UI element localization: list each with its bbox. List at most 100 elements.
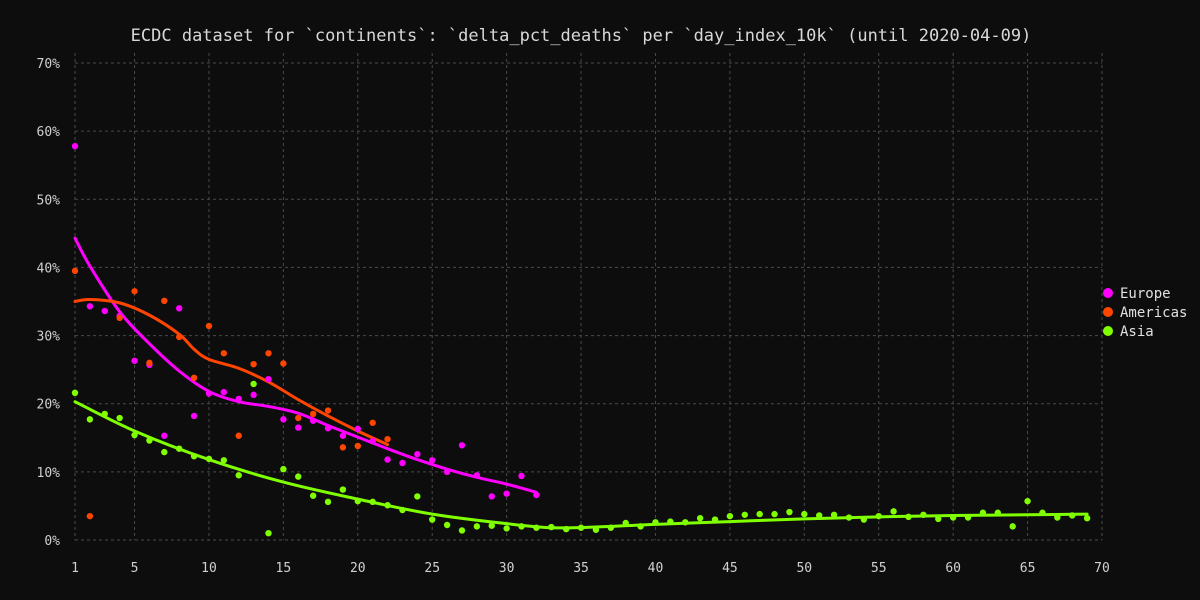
data-point-europe <box>280 416 287 423</box>
data-point-europe <box>384 456 391 463</box>
data-point-asia <box>116 414 123 422</box>
data-point-asia <box>488 522 495 529</box>
data-point-americas <box>190 374 198 382</box>
data-point-asia <box>295 473 302 480</box>
data-point-asia <box>503 525 510 532</box>
data-point-europe <box>488 493 495 500</box>
data-point-asia <box>518 523 525 530</box>
data-point-europe <box>518 472 525 480</box>
legend-marker-asia <box>1103 326 1113 336</box>
data-point-americas <box>86 512 94 520</box>
chart-title: ECDC dataset for `continents`: `delta_pc… <box>131 26 1032 46</box>
data-point-asia <box>592 526 600 533</box>
data-point-asia <box>994 509 1002 516</box>
data-point-europe <box>503 490 510 497</box>
data-point-asia <box>860 516 868 523</box>
data-point-asia <box>1069 512 1076 519</box>
trend-lines <box>73 236 1089 530</box>
y-tick-label: 50% <box>37 193 61 208</box>
data-point-europe <box>399 459 406 467</box>
data-point-americas <box>131 288 138 295</box>
legend-label-asia: Asia <box>1120 324 1154 340</box>
data-point-asia <box>562 525 570 533</box>
data-point-asia <box>801 510 808 518</box>
data-point-asia <box>652 519 659 526</box>
data-point-europe <box>190 412 198 420</box>
x-tick-label: 70 <box>1094 561 1110 576</box>
data-point-asia <box>577 524 585 531</box>
data-point-asia <box>905 513 912 521</box>
data-point-asia <box>607 524 615 531</box>
data-point-asia <box>696 514 704 522</box>
trend-line-europe <box>73 236 538 494</box>
data-point-asia <box>935 515 942 523</box>
data-point-europe <box>235 395 242 403</box>
x-tick-label: 15 <box>276 561 292 576</box>
data-point-europe <box>354 425 361 433</box>
data-point-americas <box>265 350 272 357</box>
data-point-europe <box>101 307 108 315</box>
x-tick-label: 30 <box>499 561 515 576</box>
data-point-americas <box>324 407 332 414</box>
data-point-europe <box>473 472 481 479</box>
data-point-asia <box>309 492 317 499</box>
data-point-americas <box>369 419 376 426</box>
data-point-asia <box>146 437 153 444</box>
data-point-asia <box>1039 509 1046 516</box>
y-tick-label: 60% <box>37 125 61 140</box>
data-point-asia <box>324 498 332 506</box>
y-tick-label: 10% <box>37 466 61 481</box>
data-point-asia <box>473 523 481 530</box>
data-point-americas <box>280 360 287 367</box>
data-point-europe <box>161 432 168 439</box>
y-tick-label: 30% <box>37 330 61 345</box>
data-point-asia <box>786 508 793 516</box>
x-tick-label: 25 <box>424 561 440 576</box>
data-point-americas <box>295 414 302 422</box>
data-point-americas <box>220 350 228 357</box>
data-point-europe <box>250 391 257 399</box>
x-tick-label: 35 <box>573 561 589 576</box>
x-tick-label: 65 <box>1020 561 1036 576</box>
x-tick-label: 55 <box>871 561 887 576</box>
legend-label-europe: Europe <box>1120 286 1171 302</box>
data-point-asia <box>354 497 361 505</box>
data-point-europe <box>86 303 94 310</box>
data-point-asia <box>458 527 466 534</box>
data-point-europe <box>265 375 272 383</box>
data-point-europe <box>339 432 347 439</box>
data-point-americas <box>71 267 79 275</box>
data-point-asia <box>1024 497 1031 505</box>
data-point-asia <box>771 510 778 518</box>
data-point-asia <box>637 523 644 530</box>
data-point-asia <box>131 431 138 439</box>
data-point-asia <box>711 516 719 523</box>
x-axis: 1 5 10 15 20 25 30 35 40 45 50 55 60 65 70 <box>71 561 1110 576</box>
data-point-asia <box>979 509 987 516</box>
data-point-europe <box>458 442 466 449</box>
x-tick-label: 5 <box>131 561 139 576</box>
data-point-asia <box>161 448 168 456</box>
data-point-asia <box>443 521 451 529</box>
y-tick-label: 0% <box>44 534 60 549</box>
data-point-asia <box>71 389 79 397</box>
data-point-asia <box>830 511 838 518</box>
data-point-europe <box>533 491 540 499</box>
data-point-asia <box>741 511 748 518</box>
data-point-asia <box>548 523 555 531</box>
legend-label-americas: Americas <box>1120 305 1187 321</box>
data-point-americas <box>354 442 361 450</box>
data-point-americas <box>339 444 347 451</box>
data-point-asia <box>101 410 108 418</box>
y-axis: 0% 10% 20% 30% 40% 50% 60% 70% <box>37 57 61 549</box>
data-point-europe <box>309 417 317 424</box>
trend-line-americas <box>73 297 390 447</box>
legend-marker-europe <box>1103 288 1113 298</box>
data-point-europe <box>429 457 436 464</box>
data-point-europe <box>295 424 302 431</box>
data-point-asia <box>190 452 198 460</box>
data-point-asia <box>250 380 257 388</box>
legend: Europe Americas Asia <box>1103 286 1187 340</box>
data-point-americas <box>384 435 391 443</box>
